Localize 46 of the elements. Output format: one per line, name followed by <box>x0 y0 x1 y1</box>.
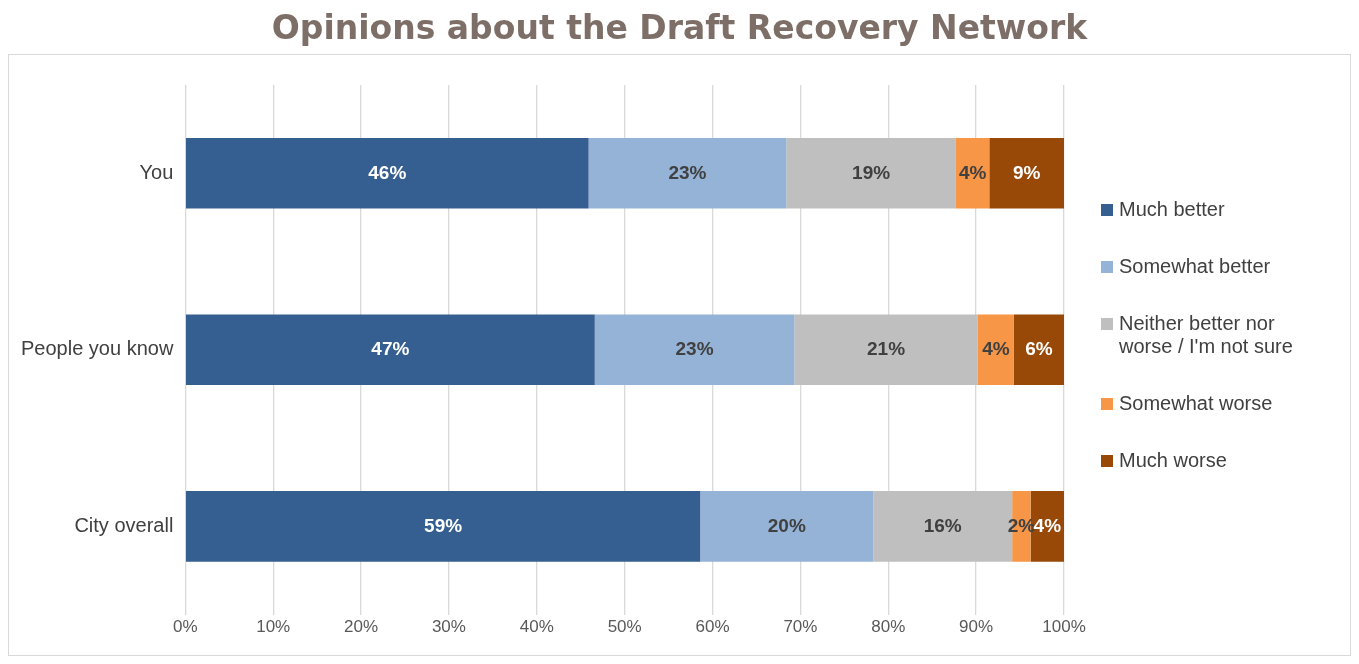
legend-label: Much worse <box>1119 449 1227 472</box>
data-label: 59% <box>424 514 463 536</box>
x-tick-label: 50% <box>607 617 642 637</box>
bar <box>185 137 589 209</box>
y-tick-label: You <box>139 160 174 183</box>
data-label: 16% <box>923 514 962 536</box>
x-tick-label: 100% <box>1042 617 1086 637</box>
x-tick-label: 20% <box>344 617 379 637</box>
legend-label: Somewhat better <box>1119 255 1271 278</box>
data-label: 46% <box>368 161 407 183</box>
x-tick-label: 0% <box>173 617 198 637</box>
bar <box>794 314 978 386</box>
x-tick-label: 30% <box>431 617 466 637</box>
x-tick-label: 70% <box>783 617 818 637</box>
bar <box>185 491 701 562</box>
bar <box>989 137 1064 209</box>
bar <box>594 314 795 386</box>
x-tick-label: 80% <box>871 617 906 637</box>
bar <box>955 137 990 209</box>
bar <box>1013 314 1064 386</box>
legend-label: Somewhat worse <box>1119 392 1273 415</box>
x-tick-label: 60% <box>695 617 730 637</box>
bar <box>185 314 595 386</box>
data-label: 4% <box>958 161 987 183</box>
x-tick-label: 10% <box>256 617 291 637</box>
legend-label: Neither better nor worse / I'm not sure <box>1119 312 1294 358</box>
chart-title: Opinions about the Draft Recovery Network <box>270 8 1089 49</box>
data-label: 47% <box>371 338 410 360</box>
bar <box>786 137 956 209</box>
data-label: 9% <box>1012 161 1041 183</box>
bar <box>977 314 1014 386</box>
x-tick-label: 40% <box>519 617 554 637</box>
data-label: 23% <box>668 161 707 183</box>
legend-label: Much better <box>1119 198 1225 221</box>
data-label: 6% <box>1025 338 1053 360</box>
bar <box>588 137 787 209</box>
data-label: 23% <box>675 338 714 360</box>
y-tick-label: People you know <box>21 337 174 360</box>
data-label: 21% <box>867 338 906 360</box>
data-label: 4% <box>1033 514 1062 536</box>
bar <box>700 491 874 562</box>
x-tick-label: 90% <box>959 617 994 637</box>
data-label: 4% <box>982 338 1010 360</box>
y-tick-label: City overall <box>74 513 174 536</box>
data-label: 20% <box>767 514 806 536</box>
data-label: 19% <box>852 161 891 183</box>
